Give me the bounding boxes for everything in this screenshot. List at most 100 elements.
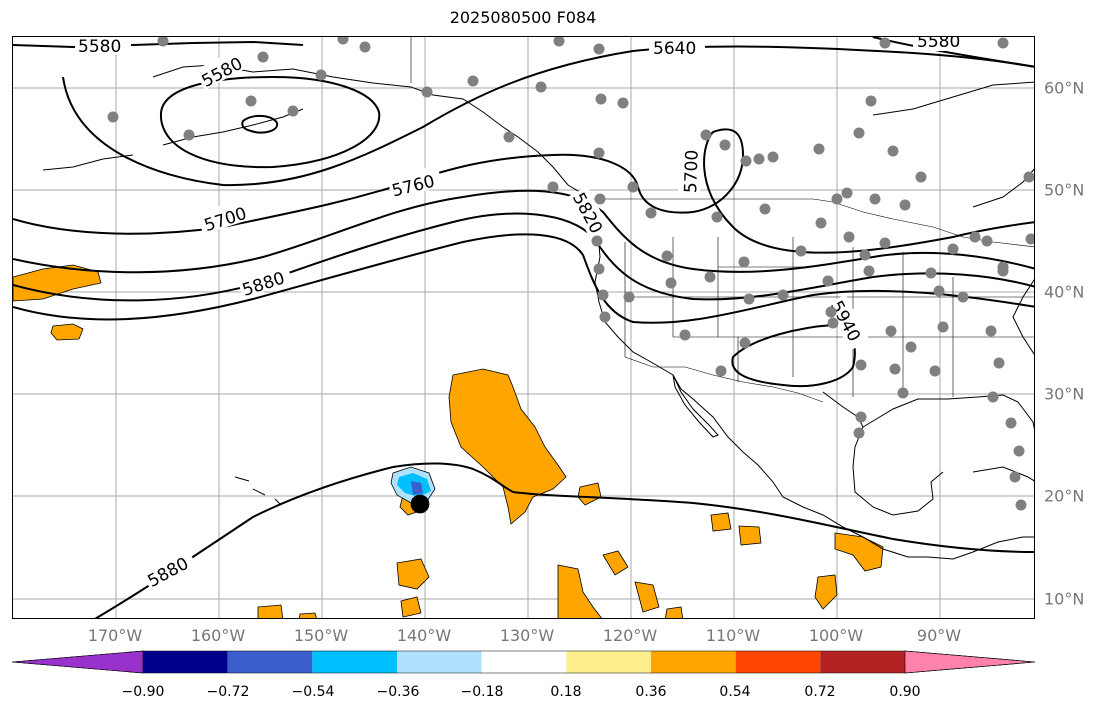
station-dot <box>925 267 937 279</box>
station-dot <box>827 317 839 329</box>
station-dot <box>879 37 891 49</box>
orange-blob <box>602 550 629 576</box>
colorbar-segment <box>397 651 482 673</box>
colorbar-segment <box>481 651 567 673</box>
contour-5580-small <box>241 115 279 134</box>
station-dot <box>887 145 899 157</box>
station-dot <box>700 129 712 141</box>
station-dot <box>869 193 881 205</box>
station-dot <box>1013 445 1025 457</box>
station-dot <box>665 277 677 289</box>
hawaii-islands <box>234 476 282 506</box>
orange-blob <box>400 596 422 618</box>
lat-label: 20°N <box>1044 486 1085 506</box>
contour-5640-left <box>62 45 1034 187</box>
station-dot <box>1009 471 1021 483</box>
orange-blob <box>13 264 102 302</box>
colorbar-outline <box>11 650 1036 674</box>
station-dot <box>661 250 673 262</box>
colorbar-tick: 0.36 <box>635 684 667 700</box>
map-title: 2025080500 F084 <box>449 8 597 27</box>
station-dot <box>905 341 917 353</box>
lon-label: 130°W <box>499 626 555 645</box>
station-dot <box>738 256 750 268</box>
station-dot <box>843 231 855 243</box>
station-dot <box>704 271 716 283</box>
station-dot <box>879 237 891 249</box>
station-dot <box>107 111 119 123</box>
alaska-coast <box>152 64 599 233</box>
station-dot <box>257 51 269 63</box>
borders <box>410 37 1034 403</box>
aleutian-chain <box>162 108 304 146</box>
orange-blob <box>634 581 660 613</box>
cyclone-anomaly <box>390 466 436 514</box>
station-markers <box>107 37 1034 511</box>
colorbar-extend-max <box>904 650 1036 674</box>
station-dot <box>1005 417 1017 429</box>
station-dot <box>1023 171 1034 183</box>
station-dot <box>315 69 327 81</box>
station-dot <box>813 143 825 155</box>
colorbar-tick: −0.72 <box>206 684 250 700</box>
gulf-coast <box>822 391 944 516</box>
station-dot <box>627 181 639 193</box>
graticule <box>13 37 1034 618</box>
orange-blob <box>664 606 684 618</box>
station-dot <box>711 211 723 223</box>
orange-blob <box>577 482 602 506</box>
station-dot <box>287 105 299 117</box>
station-dot <box>767 151 779 163</box>
lon-label: 140°W <box>396 626 452 645</box>
station-dot <box>969 231 981 243</box>
station-dot <box>740 155 752 167</box>
orange-blob <box>738 525 762 546</box>
height-contours <box>13 37 1034 618</box>
colorbar-tick: 0.54 <box>719 684 751 700</box>
contour-label: 5640 <box>653 39 696 59</box>
station-dot <box>503 131 515 143</box>
colorbar-tick: −0.90 <box>121 684 165 700</box>
coastlines <box>42 64 1034 560</box>
station-dot <box>841 187 853 199</box>
station-dot <box>853 427 865 439</box>
station-dot <box>617 97 629 109</box>
station-dot <box>183 129 195 141</box>
station-dot <box>359 41 371 53</box>
lat-label: 60°N <box>1044 78 1085 98</box>
station-dot <box>853 127 865 139</box>
station-dot <box>795 245 807 257</box>
station-dot <box>897 387 909 399</box>
orange-blob <box>710 512 732 532</box>
west-coast <box>594 231 1034 560</box>
station-dot <box>987 391 999 403</box>
station-dot <box>981 235 993 247</box>
contour-5820 <box>13 212 1034 302</box>
orange-blob <box>298 612 317 618</box>
station-dot <box>859 249 871 261</box>
lat-label: 50°N <box>1044 180 1085 200</box>
orange-blob <box>814 574 838 610</box>
colorbar-tick: 0.18 <box>550 684 582 700</box>
contour-5880-south <box>94 462 1034 618</box>
station-dot <box>753 153 765 165</box>
contour-5880-north <box>13 233 1034 324</box>
lon-label: 100°W <box>808 626 864 645</box>
station-dot <box>915 171 927 183</box>
colorbar-segment <box>312 651 397 673</box>
colorbar-segment <box>651 651 736 673</box>
station-dot <box>743 293 755 305</box>
station-dot <box>1025 233 1034 245</box>
station-dot <box>599 311 611 323</box>
station-dot <box>815 217 827 229</box>
station-dot <box>777 289 789 301</box>
lon-label: 170°W <box>87 626 143 645</box>
contour-label: 5580 <box>917 37 960 52</box>
station-dot <box>593 43 605 55</box>
cuba <box>972 466 1034 482</box>
blue-blob <box>411 481 423 495</box>
station-dot <box>957 291 969 303</box>
station-dot <box>553 37 565 47</box>
station-dot <box>929 365 941 377</box>
us-canada-border <box>593 198 1034 248</box>
